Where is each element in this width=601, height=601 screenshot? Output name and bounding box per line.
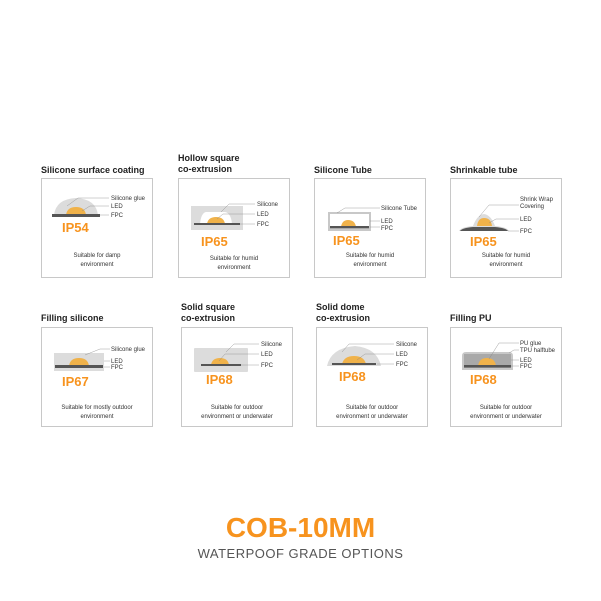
svg-text:Silicone: Silicone (257, 202, 279, 208)
svg-text:LED: LED (520, 217, 532, 223)
option-card-hollow-square: Silicone LED FPC IP65 Suitable for humid… (178, 178, 290, 278)
option-description: Suitable for mostly outdoor environment (61, 405, 133, 420)
option-card-solid-square: Silicone LED FPC IP68 Suitable for outdo… (181, 327, 293, 427)
cross-section-diagram: Shrink Wrap Covering LED FPC IP65 (459, 197, 554, 249)
svg-text:LED: LED (261, 352, 273, 358)
option-title: Silicone surface coating (41, 165, 145, 175)
cross-section-diagram: Silicone glue LED FPC IP67 (54, 347, 146, 389)
option-card-solid-dome: Silicone LED FPC IP68 Suitable for outdo… (316, 327, 428, 427)
option-description: Suitable for outdoor environment or unde… (470, 405, 542, 420)
ip-grade: IP68 (339, 369, 366, 384)
cross-section-diagram: Silicone LED FPC IP65 (191, 202, 279, 249)
option-description: Suitable for outdoor environment or unde… (201, 405, 273, 420)
option-title: Solid dome co-extrusion (316, 302, 371, 323)
option-title: Hollow square co-extrusion (178, 153, 240, 174)
ip-grade: IP65 (470, 234, 497, 249)
ip-grade: IP68 (470, 372, 497, 387)
svg-text:LED: LED (396, 352, 408, 358)
svg-text:FPC: FPC (520, 229, 533, 235)
option-title: Shrinkable tube (450, 165, 518, 175)
option-title: Filling silicone (41, 313, 104, 323)
svg-text:Silicone: Silicone (261, 342, 283, 348)
cross-section-diagram: Silicone LED FPC IP68 (194, 342, 283, 387)
svg-text:LED: LED (257, 212, 269, 218)
option-title: Solid square co-extrusion (181, 302, 236, 323)
svg-text:TPU halftube: TPU halftube (520, 348, 556, 354)
svg-text:LED: LED (520, 358, 532, 364)
svg-text:Silicone glue: Silicone glue (111, 347, 146, 353)
option-card-filling-pu: PU glue TPU halftube LED FPC IP68 Suitab… (450, 327, 562, 427)
ip-grade: IP67 (62, 374, 89, 389)
svg-text:FPC: FPC (111, 365, 124, 371)
svg-text:FPC: FPC (381, 226, 394, 232)
svg-text:LED: LED (381, 219, 393, 225)
option-card-silicone-surface-coating: Silicone glue LED FPC IP54 Suitable for … (41, 178, 153, 278)
option-card-filling-silicone: Silicone glue LED FPC IP67 Suitable for … (41, 327, 153, 427)
option-description: Suitable for humid environment (345, 253, 395, 268)
option-card-shrinkable-tube: Shrink Wrap Covering LED FPC IP65 Suitab… (450, 178, 562, 278)
svg-text:FPC: FPC (111, 213, 124, 219)
ip-grade: IP65 (201, 234, 228, 249)
option-description: Suitable for humid environment (481, 253, 531, 268)
option-description: Suitable for damp environment (73, 253, 121, 268)
option-card-silicone-tube: Silicone Tube LED FPC IP65 Suitable for … (314, 178, 426, 278)
svg-text:Covering: Covering (520, 204, 544, 210)
ip-grade: IP54 (62, 220, 90, 235)
cross-section-diagram: Silicone Tube LED FPC IP65 (328, 206, 418, 248)
option-description: Suitable for outdoor environment or unde… (336, 405, 408, 420)
option-title: Filling PU (450, 313, 492, 323)
svg-text:Silicone glue: Silicone glue (111, 196, 146, 202)
svg-text:FPC: FPC (396, 362, 409, 368)
svg-text:LED: LED (111, 359, 123, 365)
ip-grade: IP65 (333, 233, 360, 248)
cross-section-diagram: Silicone glue LED FPC IP54 (52, 196, 146, 235)
svg-text:PU glue: PU glue (520, 341, 542, 347)
product-title: COB-10MM (225, 512, 376, 543)
cross-section-diagram: PU glue TPU halftube LED FPC IP68 (462, 341, 556, 387)
svg-text:LED: LED (111, 204, 123, 210)
product-subtitle: WATERPOOF GRADE OPTIONS (197, 546, 404, 561)
svg-text:FPC: FPC (257, 222, 270, 228)
option-description: Suitable for humid environment (209, 256, 259, 271)
cross-section-diagram: Silicone LED FPC IP68 (327, 342, 418, 384)
svg-text:FPC: FPC (261, 363, 274, 369)
option-title: Silicone Tube (314, 165, 372, 175)
svg-text:Shrink Wrap: Shrink Wrap (520, 197, 554, 203)
ip-grade: IP68 (206, 372, 233, 387)
svg-text:FPC: FPC (520, 364, 533, 370)
svg-text:Silicone: Silicone (396, 342, 418, 348)
svg-text:Silicone Tube: Silicone Tube (381, 206, 418, 212)
